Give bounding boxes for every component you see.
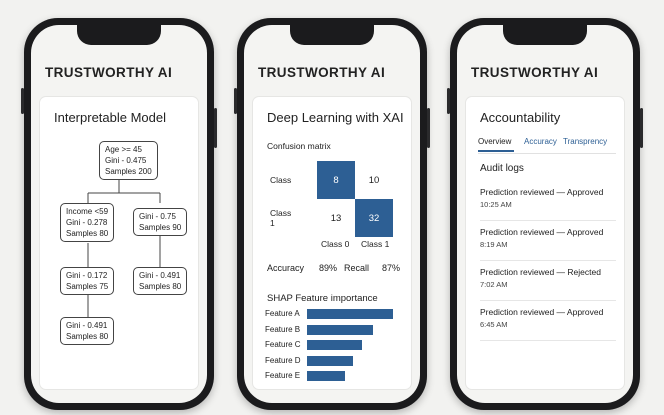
tree-node-root[interactable]: Age >= 45 Gini - 0.475 Samples 200 [99,141,158,180]
audit-logs-title: Audit logs [480,163,524,174]
divider [480,220,616,221]
audit-log-item[interactable]: Prediction reviewed — Approved 6:45 AM [480,307,616,341]
interpretable-model-card: Interpretable Model Age >= 45 Gini - 0.4… [40,97,198,389]
phone-screen: TRUSTWORTHY AI Deep Learning with XAI Co… [244,25,420,403]
node-line: Gini - 0.75 [139,212,176,221]
notch [503,25,587,45]
shap-feature-label: Feature D [265,355,301,365]
notch [77,25,161,45]
node-line: Gini - 0.172 [66,271,108,280]
shap-bar [307,355,353,366]
shap-bar [307,309,393,319]
cm-cell: 10 [355,161,393,199]
shap-title: SHAP Feature importance [267,293,378,304]
log-text: Prediction reviewed — Approved [480,227,604,237]
accountability-card: Accountability Overview Accuracy Transpr… [466,97,624,389]
log-time: 8:19 AM [480,240,508,249]
accuracy-value: 89% [319,263,338,273]
shap-row: Feature C [265,339,405,351]
phone-screen: TRUSTWORTHY AI Accountability Overview A… [457,25,633,403]
cm-cell: 32 [355,199,393,237]
tab-divider [478,153,616,154]
node-line: Samples 80 [66,229,109,238]
tree-node-left[interactable]: Income <59 Gini - 0.278 Samples 80 [60,203,115,242]
node-line: Samples 80 [66,332,109,341]
audit-log-item[interactable]: Prediction reviewed — Approved 10:25 AM [480,187,616,221]
node-line: Gini - 0.491 [139,271,181,280]
node-line: Samples 200 [105,167,152,176]
cm-col-label: Class 1 [361,239,390,249]
log-time: 6:45 AM [480,320,508,329]
shap-bar [307,340,362,350]
cm-row-label: Class [270,175,292,185]
divider [480,300,616,301]
node-line: Samples 90 [139,223,182,232]
shap-feature-label: Feature E [265,371,301,380]
tree-node-left-child[interactable]: Gini - 0.172 Samples 75 [60,267,115,295]
node-line: Gini - 0.278 [66,218,108,227]
shap-feature-label: Feature B [265,324,301,334]
cm-row-label: Class 1 [270,208,292,228]
recall-value: 87% [382,263,401,273]
power-button [640,108,643,148]
shap-row: Feature D [265,355,405,367]
shap-row: Feature A [265,308,405,320]
node-line: Samples 80 [139,282,182,291]
volume-button [447,88,450,114]
cm-cell: 8 [317,161,355,199]
notch [290,25,374,45]
confusion-matrix-title: Confusion matrix [267,141,331,151]
card-title: Interpretable Model [54,110,167,125]
log-time: 7:02 AM [480,280,508,289]
log-time: 10:25 AM [480,200,512,209]
tree-node-right[interactable]: Gini - 0.75 Samples 90 [133,208,188,236]
shap-bar [307,371,345,381]
tab-bar: Overview Accuracy Transprency [478,137,616,153]
accuracy-label: Accuracy [267,263,305,273]
cm-col-label: Class 0 [321,239,350,249]
power-button [214,108,217,148]
audit-log-item[interactable]: Prediction reviewed — Rejected 7:02 AM [480,267,616,301]
tab-transparency[interactable]: Transprency [563,137,608,146]
phone-accountability: TRUSTWORTHY AI Accountability Overview A… [447,18,643,410]
tab-overview[interactable]: Overview [478,137,512,146]
recall-label: Recall [344,263,370,273]
phone-deep-learning-xai: TRUSTWORTHY AI Deep Learning with XAI Co… [234,18,430,410]
log-text: Prediction reviewed — Approved [480,187,604,197]
node-line: Income <59 [66,207,109,216]
node-line: Gini - 0.475 [105,156,147,165]
log-text: Prediction reviewed — Rejected [480,267,601,277]
volume-button [234,88,237,114]
shap-bar [307,324,373,335]
divider [480,340,616,341]
card-title: Accountability [480,110,561,125]
deep-learning-card: Deep Learning with XAI Confusion matrix … [253,97,411,389]
card-title: Deep Learning with XAI [267,110,404,125]
app-title: TRUSTWORTHY AI [258,65,386,80]
app-title: TRUSTWORTHY AI [45,65,173,80]
node-line: Gini - 0.491 [66,321,108,330]
divider [480,260,616,261]
power-button [427,108,430,148]
tree-edges [87,177,161,317]
active-tab-indicator [478,150,514,152]
cm-cell: 13 [317,199,355,237]
shap-feature-label: Feature C [265,340,301,349]
shap-feature-label: Feature A [265,309,300,318]
volume-button [21,88,24,114]
node-line: Samples 75 [66,282,109,291]
tab-accuracy[interactable]: Accuracy [524,137,557,146]
phone-interpretable-model: TRUSTWORTHY AI Interpretable Model Age >… [21,18,217,410]
tree-node-bottom[interactable]: Gini - 0.491 Samples 80 [60,317,115,345]
node-line: Age >= 45 [105,145,142,154]
log-text: Prediction reviewed — Approved [480,307,604,317]
shap-row: Feature B [265,324,405,336]
app-title: TRUSTWORTHY AI [471,65,599,80]
phone-screen: TRUSTWORTHY AI Interpretable Model Age >… [31,25,207,403]
tree-node-right-child[interactable]: Gini - 0.491 Samples 80 [133,267,188,295]
shap-row: Feature E [265,370,405,382]
audit-log-item[interactable]: Prediction reviewed — Approved 8:19 AM [480,227,616,261]
